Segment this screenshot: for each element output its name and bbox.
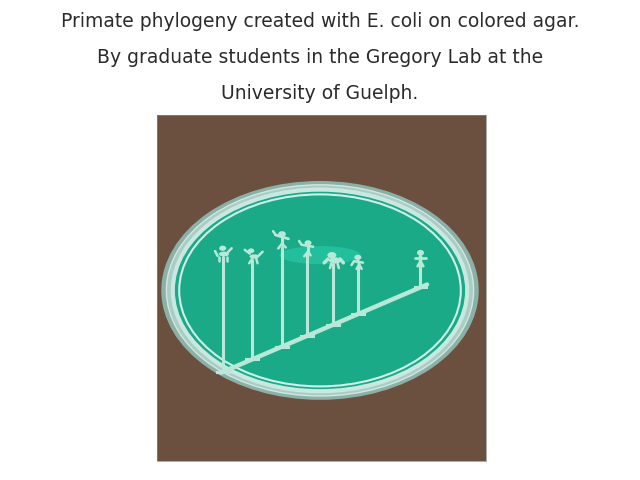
Text: By graduate students in the Gregory Lab at the: By graduate students in the Gregory Lab … — [97, 48, 543, 67]
Ellipse shape — [248, 248, 254, 253]
Ellipse shape — [329, 257, 341, 264]
Ellipse shape — [305, 240, 312, 245]
Bar — [157, 115, 486, 461]
Ellipse shape — [219, 252, 229, 256]
Ellipse shape — [219, 246, 227, 251]
Ellipse shape — [173, 190, 467, 391]
Bar — [157, 115, 486, 461]
Ellipse shape — [161, 181, 479, 400]
Ellipse shape — [417, 250, 424, 256]
Ellipse shape — [355, 255, 362, 260]
Ellipse shape — [250, 254, 259, 259]
Ellipse shape — [278, 231, 286, 237]
Ellipse shape — [280, 246, 360, 264]
Text: Primate phylogeny created with E. coli on colored agar.: Primate phylogeny created with E. coli o… — [61, 12, 579, 31]
Text: University of Guelph.: University of Guelph. — [221, 84, 419, 103]
Ellipse shape — [166, 185, 474, 396]
Ellipse shape — [328, 252, 337, 258]
Ellipse shape — [179, 194, 461, 386]
